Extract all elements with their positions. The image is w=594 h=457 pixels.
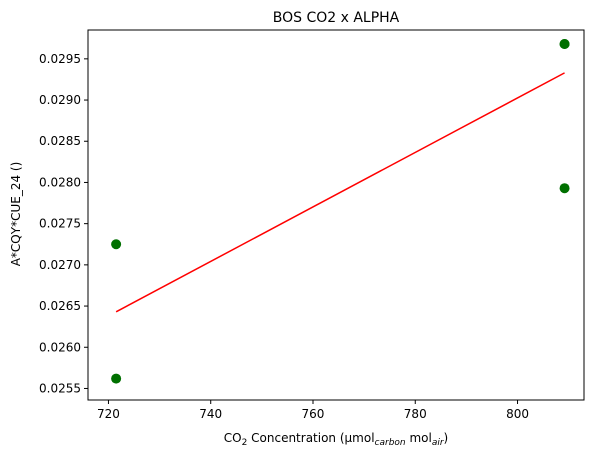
x-tick-label: 740 (199, 407, 222, 421)
y-tick-label: 0.0295 (39, 52, 81, 66)
x-tick-label: 760 (302, 407, 325, 421)
x-axis-label-part-c: mol (406, 431, 432, 445)
chart-title: BOS CO2 x ALPHA (273, 10, 400, 26)
data-point-3 (559, 39, 570, 50)
y-tick-label: 0.0285 (39, 134, 81, 148)
x-axis-ticks: 720 740 760 780 800 (97, 400, 529, 421)
plot-frame (87, 29, 585, 401)
points-layer (111, 39, 570, 384)
y-axis-label: A*CQY*CUE_24 () (9, 162, 23, 267)
plot-area (87, 29, 585, 401)
x-tick-label: 720 (97, 407, 120, 421)
y-tick-label: 0.0290 (39, 93, 81, 107)
x-axis-label-part-b: Concentration (µmol (247, 431, 374, 445)
y-tick-label: 0.0280 (39, 175, 81, 189)
y-tick-label: 0.0275 (39, 217, 81, 231)
data-point-0 (111, 239, 122, 250)
x-axis-label-part-a: CO (224, 431, 242, 445)
x-axis-label-sub-b: carbon (375, 438, 406, 448)
y-tick-label: 0.0270 (39, 258, 81, 272)
y-tick-label: 0.0265 (39, 299, 81, 313)
x-axis-label-sub-c: air (432, 438, 445, 448)
x-tick-label: 800 (506, 407, 529, 421)
fit-line-layer (115, 72, 565, 313)
x-axis-label-part-d: ) (444, 431, 449, 445)
x-axis-label-sub-a: 2 (242, 438, 248, 448)
data-point-1 (111, 373, 122, 384)
x-axis-label: CO2 Concentration (µmolcarbon molair) (224, 431, 448, 448)
regression-line (115, 72, 565, 313)
data-point-4 (559, 183, 570, 194)
y-tick-label: 0.0260 (39, 340, 81, 354)
y-axis-ticks: 0.0255 0.0260 0.0265 0.0270 0.0275 0.0280 0.02… (39, 52, 88, 395)
y-tick-label: 0.0255 (39, 381, 81, 395)
x-tick-label: 780 (404, 407, 427, 421)
